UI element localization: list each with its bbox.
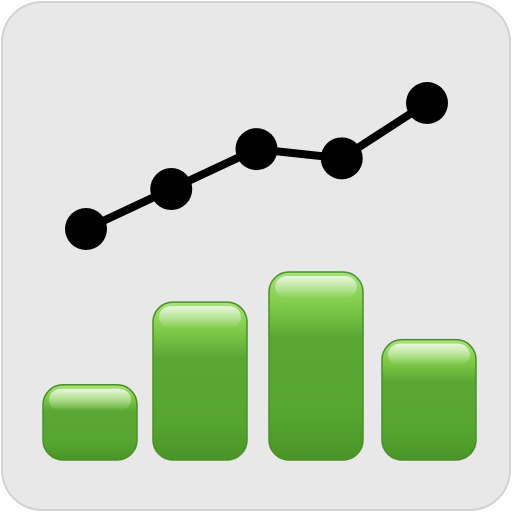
line-point-1 [65, 208, 107, 250]
bar-highlight-2 [159, 306, 241, 329]
line-point-3 [235, 128, 278, 171]
bar-2 [152, 301, 248, 461]
bar-highlight-4 [388, 343, 470, 366]
line-point-2 [150, 168, 193, 211]
bar-4 [381, 338, 477, 461]
line-point-5 [406, 82, 448, 124]
bar-3 [268, 271, 364, 461]
bar-highlight-1 [49, 388, 131, 411]
line-series [65, 82, 448, 250]
bar-series [42, 271, 477, 461]
bar-highlight-3 [275, 276, 357, 298]
line-point-4 [320, 137, 363, 180]
